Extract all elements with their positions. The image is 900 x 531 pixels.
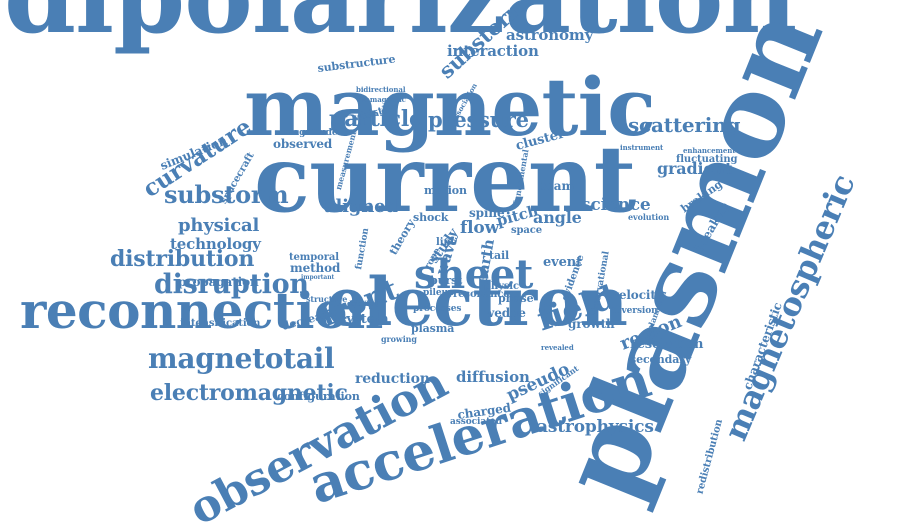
word-pileup: pileup xyxy=(423,287,455,298)
word-astronomy: astronomy xyxy=(506,26,594,45)
word-flow: flow xyxy=(460,217,500,238)
word-line: line xyxy=(436,237,457,249)
word-phase: phase xyxy=(498,292,534,306)
word-electron: electron xyxy=(326,262,628,341)
word-resolution: resolution xyxy=(630,336,704,352)
word-observed: observed xyxy=(273,136,333,151)
word-revealed: revealed xyxy=(541,342,574,352)
word-instrument: instrument xyxy=(620,142,664,152)
word-propagation: propagation xyxy=(178,274,259,289)
word-reduction: reduction xyxy=(355,371,430,388)
word-evolution: evolution xyxy=(628,211,670,222)
word-reconnection: reconnection xyxy=(20,281,383,340)
word-secondary: secondary xyxy=(630,353,692,367)
word-processes: processes xyxy=(413,303,462,314)
word-velocity: velocity xyxy=(612,287,663,302)
word-technology: technology xyxy=(170,235,261,254)
word-current: current xyxy=(254,125,636,234)
word-electromagnetic: electromagnetic xyxy=(150,379,348,406)
word-redistribution: redistribution xyxy=(694,418,726,496)
word-event: event xyxy=(543,254,582,270)
word-tail: tail xyxy=(489,249,510,263)
word-aligned: aligned xyxy=(324,195,398,217)
word-temporal: temporal xyxy=(289,252,339,264)
word-astrophysics: astrophysics xyxy=(537,416,654,437)
word-magnitude: magnitude xyxy=(284,127,338,138)
word-particle: particle xyxy=(329,105,423,132)
word-angle: angle xyxy=(533,207,582,227)
word-distribution: distribution xyxy=(110,245,255,272)
word-scattering: scattering xyxy=(628,113,741,138)
word-physic: physic xyxy=(484,281,519,293)
word-structure: structure xyxy=(306,293,348,304)
word-fluctuating: fluctuating xyxy=(676,154,738,166)
word-diffusion: diffusion xyxy=(456,368,530,387)
word-sheet: sheet xyxy=(414,250,533,298)
word-disruption: disruption xyxy=(154,268,309,300)
word-substorm: substorm xyxy=(164,180,289,210)
word-magnetotail: magnetotail xyxy=(148,342,335,376)
word-plasma: plasma xyxy=(411,322,455,336)
word-important: important xyxy=(301,274,335,282)
word-growth: growth xyxy=(568,316,615,331)
word-growing: growing xyxy=(381,333,417,344)
word-method: method xyxy=(290,260,341,275)
word-resonance: resonance xyxy=(453,289,510,301)
word-motion: motion xyxy=(424,184,467,198)
word-diversion: diversion xyxy=(612,305,658,316)
word-pressure: pressure xyxy=(428,106,529,132)
word-space: space xyxy=(511,225,543,237)
word-interaction: interaction xyxy=(447,42,539,61)
word-spine: spine xyxy=(469,205,505,220)
word-associated: associated xyxy=(450,416,502,427)
word-system: system xyxy=(339,311,389,327)
word-detailed: detailed xyxy=(347,298,379,308)
word-beam: beam xyxy=(538,178,575,193)
word-burst: burst xyxy=(430,274,463,288)
word-intensification: intensification xyxy=(180,318,261,330)
word-gradient: gradient xyxy=(657,158,733,178)
word-physical: physical xyxy=(178,214,260,236)
word-dipolarization: dipolarization xyxy=(4,0,797,48)
word-science: science xyxy=(581,194,651,215)
word-shock: shock xyxy=(413,211,449,225)
word-magnetic: magnetic xyxy=(244,59,656,154)
word-wedge: wedge xyxy=(484,305,526,320)
word-enhancement: enhancement xyxy=(683,145,736,155)
word-diamagnetic: diamagnetic xyxy=(358,94,406,104)
word-bidirectional: bidirectional xyxy=(356,84,406,94)
word-configuration: configuration xyxy=(277,390,360,404)
